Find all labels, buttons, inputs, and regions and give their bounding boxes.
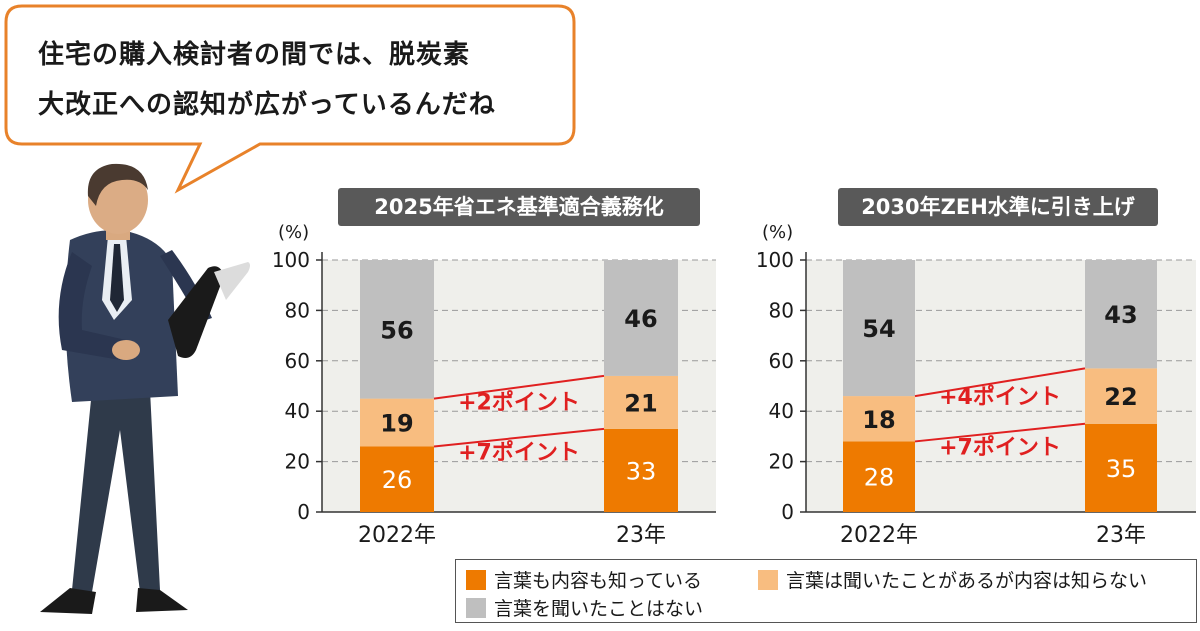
data-label: 54	[862, 315, 895, 343]
data-label: 21	[624, 389, 657, 417]
speech-bubble-line-1: 住宅の購入検討者の間では、脱炭素	[38, 40, 471, 70]
bar-segment-know-content	[360, 446, 434, 512]
y-tick-label: 40	[769, 399, 794, 423]
bar-segment-heard-only	[1085, 368, 1157, 424]
change-annotation: +7ポイント	[458, 440, 580, 466]
chart-title-right: 2030年ZEH水準に引き上げ	[838, 188, 1158, 226]
speech-bubble-line-2: 大改正への認知が広がっているんだね	[38, 90, 496, 120]
y-axis-unit: (%)	[762, 222, 793, 243]
y-axis-unit: (%)	[278, 222, 309, 243]
bar-segment-heard-only	[604, 375, 678, 429]
bar-segment-never-heard	[604, 260, 678, 376]
data-label: 33	[626, 457, 657, 485]
change-line	[433, 374, 605, 400]
businessman-illustration	[40, 163, 250, 614]
chart-title-left: 2025年省エネ基準適合義務化	[338, 188, 700, 226]
change-annotation: +4ポイント	[939, 384, 1061, 410]
bar-segment-never-heard	[843, 260, 915, 397]
y-tick-label: 100	[272, 248, 310, 272]
legend-swatch	[466, 597, 486, 618]
legend-item-never-heard: 言葉を聞いたことはない	[466, 594, 703, 621]
change-annotation: +7ポイント	[939, 435, 1061, 461]
x-category-label: 23年	[616, 523, 666, 548]
chart-legend: 言葉も内容も知っている 言葉は聞いたことがあるが内容は知らない 言葉を聞いたこと…	[455, 559, 1197, 623]
y-tick-label: 0	[781, 500, 794, 524]
data-label: 35	[1106, 455, 1137, 483]
x-category-label: 23年	[1096, 523, 1146, 548]
y-tick-label: 40	[285, 399, 310, 423]
y-tick-label: 0	[297, 500, 310, 524]
x-category-label: 2022年	[358, 523, 436, 548]
bar-segment-heard-only	[843, 396, 915, 442]
change-line	[433, 427, 605, 448]
data-label: 19	[380, 410, 413, 438]
data-label: 28	[864, 464, 895, 492]
change-annotation: +2ポイント	[458, 389, 580, 415]
change-line	[914, 422, 1086, 443]
legend-item-heard-only: 言葉は聞いたことがあるが内容は知らない	[758, 566, 1147, 593]
data-label: 22	[1104, 383, 1137, 411]
y-tick-label: 60	[769, 349, 794, 373]
y-tick-label: 100	[756, 248, 794, 272]
legend-swatch	[466, 569, 486, 590]
legend-item-know-content: 言葉も内容も知っている	[466, 566, 702, 593]
legend-label: 言葉は聞いたことがあるが内容は知らない	[786, 570, 1148, 592]
bar-segment-know-content	[843, 441, 915, 512]
y-tick-label: 60	[285, 349, 310, 373]
bar-segment-heard-only	[360, 398, 434, 447]
y-tick-label: 80	[769, 298, 794, 322]
bar-segment-know-content	[604, 428, 678, 512]
y-tick-label: 20	[285, 450, 310, 474]
legend-swatch	[758, 569, 778, 590]
speech-bubble	[4, 4, 576, 194]
legend-label: 言葉を聞いたことはない	[494, 598, 704, 620]
bar-segment-know-content	[1085, 423, 1157, 512]
legend-label: 言葉も内容も知っている	[494, 570, 703, 592]
bar-segment-never-heard	[1085, 260, 1157, 369]
y-tick-label: 20	[769, 450, 794, 474]
bar-segment-never-heard	[360, 260, 434, 399]
data-label: 46	[624, 305, 657, 333]
y-tick-label: 80	[285, 298, 310, 322]
x-category-label: 2022年	[840, 523, 918, 548]
change-line	[914, 367, 1086, 398]
data-label: 43	[1104, 301, 1137, 329]
data-label: 56	[380, 316, 413, 344]
data-label: 18	[862, 406, 895, 434]
data-label: 26	[382, 466, 413, 494]
